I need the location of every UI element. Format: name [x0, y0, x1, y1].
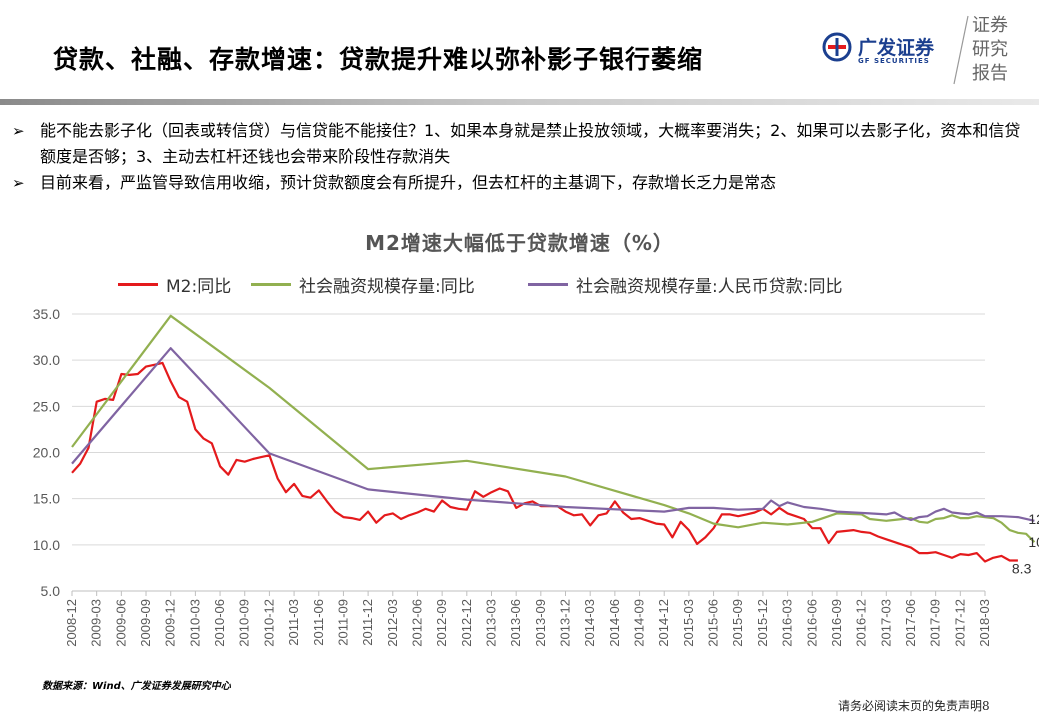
- x-tick-label: 2008-12: [64, 599, 79, 647]
- x-tick-label: 2010-06: [212, 599, 227, 647]
- x-tick-label: 2016-06: [804, 599, 819, 647]
- x-tick-label: 2013-03: [483, 599, 498, 647]
- x-tick-label: 2014-09: [632, 599, 647, 647]
- x-tick-label: 2009-06: [113, 599, 128, 647]
- header-rule: [0, 99, 1039, 105]
- x-tick-label: 2010-12: [261, 599, 276, 647]
- bullet-item: ➢ 能不能去影子化（回表或转信贷）与信贷能不能接住？1、如果本身就是禁止投放领域…: [10, 118, 1030, 170]
- x-tick-label: 2009-12: [163, 599, 178, 647]
- bullet-text: 目前来看，严监管导致信用收缩，预计贷款额度会有所提升，但去杠杆的主基调下，存款增…: [40, 173, 777, 192]
- line-chart: 5.0 10.0 15.0 20.0 25.0 30.0 35.0 2008-12 2009-0…: [33, 306, 1039, 647]
- data-label: 8.3: [1012, 561, 1032, 577]
- x-tick-label: 2012-12: [459, 599, 474, 647]
- x-tick-label: 2014-06: [607, 599, 622, 647]
- y-tick-label: 25.0: [33, 398, 60, 414]
- logo-text-cn: 广发证券: [858, 37, 935, 59]
- x-tick-label: 2015-06: [706, 599, 721, 647]
- x-tick-label: 2009-09: [138, 599, 153, 647]
- bullet-item: ➢ 目前来看，严监管导致信用收缩，预计贷款额度会有所提升，但去杠杆的主基调下，存…: [10, 170, 1030, 196]
- chart-title: M2增速大幅低于贷款增速（%）: [365, 231, 674, 255]
- legend-label-rmb-loans: 社会融资规模存量:人民币贷款:同比: [576, 277, 843, 297]
- x-tick-label: 2013-09: [533, 599, 548, 647]
- x-tick-label: 2009-03: [89, 599, 104, 647]
- y-tick-label: 15.0: [33, 491, 60, 507]
- data-label: 10.3: [1028, 534, 1039, 550]
- gf-logo-icon: [822, 32, 852, 62]
- bullet-arrow-icon: ➢: [12, 122, 25, 140]
- x-tick-label: 2012-03: [385, 599, 400, 647]
- x-tick-label: 2011-03: [286, 599, 301, 646]
- legend-swatch-rmb-loans: [528, 283, 568, 286]
- x-tick-label: 2017-06: [903, 599, 918, 647]
- x-tick-label: 2014-12: [656, 599, 671, 647]
- x-tick-label: 2015-09: [730, 599, 745, 647]
- bullet-list: ➢ 能不能去影子化（回表或转信贷）与信贷能不能接住？1、如果本身就是禁止投放领域…: [10, 118, 1030, 196]
- y-tick-label: 5.0: [41, 583, 61, 599]
- x-tick-label: 2017-12: [952, 599, 967, 647]
- x-tick-label: 2010-09: [237, 599, 252, 647]
- x-tick-label: 2015-12: [755, 599, 770, 647]
- disclaimer-footer: 请务必阅读末页的免责声明8: [838, 699, 990, 713]
- bullet-arrow-icon: ➢: [12, 174, 25, 192]
- x-tick-label: 2015-03: [681, 599, 696, 647]
- series-line: [71, 314, 1036, 543]
- y-tick-label: 35.0: [33, 306, 60, 322]
- x-tick-label: 2010-03: [187, 599, 202, 647]
- data-source: 数据来源：Wind、广发证券发展研究中心: [42, 681, 231, 692]
- x-tick-label: 2017-09: [928, 599, 943, 647]
- legend-swatch-social-financing: [251, 283, 291, 286]
- legend-label-social-financing: 社会融资规模存量:同比: [299, 277, 475, 297]
- data-label: 12.6: [1028, 511, 1039, 527]
- legend-swatch-m2: [118, 283, 158, 286]
- logo-text-en: GF SECURITIES: [858, 57, 930, 65]
- x-tick-label: 2018-03: [977, 599, 992, 647]
- x-tick-label: 2011-06: [311, 599, 326, 646]
- bullet-text: 能不能去影子化（回表或转信贷）与信贷能不能接住？1、如果本身就是禁止投放领域，大…: [40, 121, 1021, 166]
- page-title: 贷款、社融、存款增速：贷款提升难以弥补影子银行萎缩: [53, 45, 704, 74]
- x-tick-label: 2012-06: [409, 599, 424, 647]
- x-tick-label: 2017-03: [878, 599, 893, 647]
- report-type-label: 证券研究报告: [972, 15, 1008, 84]
- y-tick-label: 10.0: [33, 537, 60, 553]
- x-tick-label: 2016-09: [829, 599, 844, 647]
- side-divider: [953, 15, 969, 85]
- x-tick-label: 2013-06: [508, 599, 523, 647]
- legend-label-m2: M2:同比: [166, 277, 232, 297]
- series-line: [71, 347, 1035, 522]
- y-tick-label: 20.0: [33, 445, 60, 461]
- x-tick-label: 2012-09: [434, 599, 449, 647]
- x-tick-label: 2016-12: [854, 599, 869, 647]
- x-tick-label: 2014-03: [582, 599, 597, 647]
- x-tick-label: 2013-12: [558, 599, 573, 647]
- x-tick-label: 2011-12: [360, 599, 375, 646]
- x-tick-label: 2011-09: [335, 599, 350, 646]
- x-tick-label: 2016-03: [780, 599, 795, 647]
- y-tick-label: 30.0: [33, 352, 60, 368]
- gf-securities-logo: 广发证券 GF SECURITIES: [822, 30, 942, 74]
